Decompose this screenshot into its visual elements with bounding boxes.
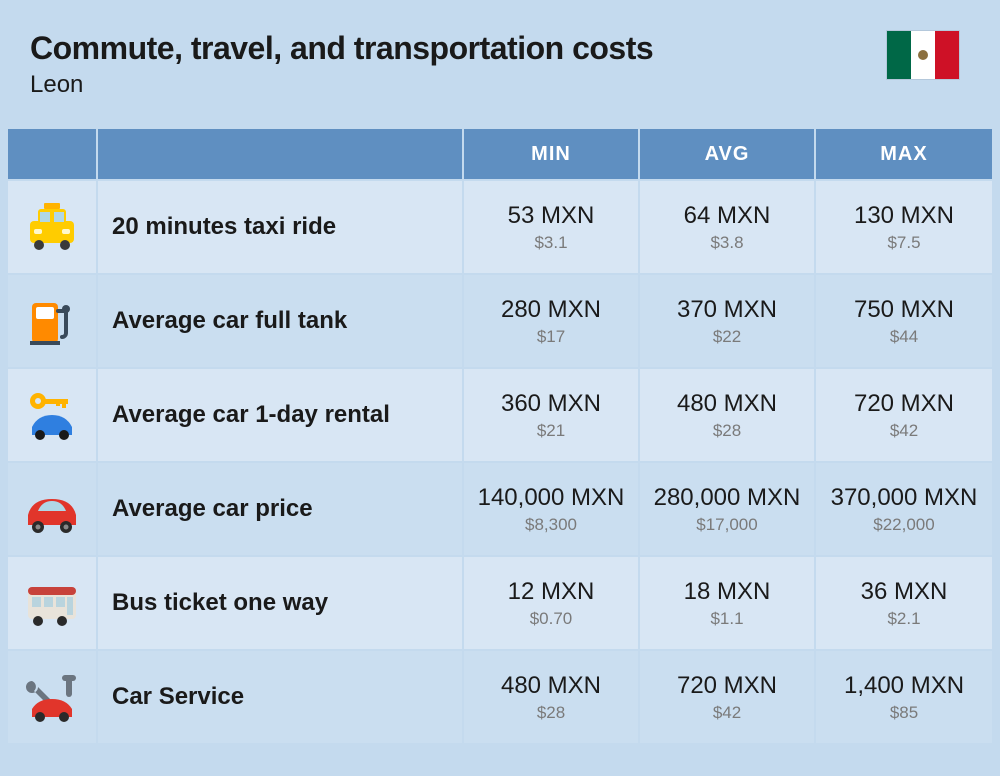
min-mxn: 280 MXN: [501, 294, 601, 325]
avg-mxn: 18 MXN: [684, 576, 771, 607]
cell-max: 370,000 MXN$22,000: [816, 463, 992, 555]
cell-avg: 18 MXN$1.1: [640, 557, 816, 649]
cell-min: 360 MXN$21: [464, 369, 640, 461]
min-mxn: 360 MXN: [501, 388, 601, 419]
max-mxn: 36 MXN: [861, 576, 948, 607]
cell-max: 720 MXN$42: [816, 369, 992, 461]
avg-usd: $3.8: [710, 232, 743, 254]
cell-max: 36 MXN$2.1: [816, 557, 992, 649]
min-mxn: 12 MXN: [508, 576, 595, 607]
min-mxn: 480 MXN: [501, 670, 601, 701]
fuel-pump-icon: [22, 291, 82, 351]
cell-max: 750 MXN$44: [816, 275, 992, 367]
table-header: MIN AVG MAX: [8, 129, 992, 179]
max-mxn: 1,400 MXN: [844, 670, 964, 701]
cell-label: Bus ticket one way: [98, 557, 464, 649]
cell-icon: [8, 181, 98, 273]
mexico-flag-icon: [886, 30, 960, 80]
cell-label: 20 minutes taxi ride: [98, 181, 464, 273]
avg-mxn: 370 MXN: [677, 294, 777, 325]
header: Commute, travel, and transportation cost…: [0, 0, 1000, 119]
bus-icon: [22, 573, 82, 633]
table-row: Bus ticket one way12 MXN$0.7018 MXN$1.13…: [8, 555, 992, 649]
th-label: [98, 129, 464, 179]
taxi-icon: [22, 197, 82, 257]
min-usd: $17: [537, 326, 565, 348]
table-row: Average car price140,000 MXN$8,300280,00…: [8, 461, 992, 555]
cell-icon: [8, 369, 98, 461]
max-usd: $42: [890, 420, 918, 442]
cell-label: Average car 1-day rental: [98, 369, 464, 461]
cell-min: 280 MXN$17: [464, 275, 640, 367]
cell-max: 1,400 MXN$85: [816, 651, 992, 743]
cell-label: Average car full tank: [98, 275, 464, 367]
cell-avg: 370 MXN$22: [640, 275, 816, 367]
max-mxn: 370,000 MXN: [831, 482, 978, 513]
table-row: 20 minutes taxi ride53 MXN$3.164 MXN$3.8…: [8, 179, 992, 273]
cell-avg: 480 MXN$28: [640, 369, 816, 461]
th-icon: [8, 129, 98, 179]
avg-mxn: 280,000 MXN: [654, 482, 801, 513]
cell-icon: [8, 463, 98, 555]
table-body: 20 minutes taxi ride53 MXN$3.164 MXN$3.8…: [8, 179, 992, 743]
th-avg: AVG: [640, 129, 816, 179]
page-subtitle: Leon: [30, 71, 653, 99]
table-row: Car Service480 MXN$28720 MXN$421,400 MXN…: [8, 649, 992, 743]
min-usd: $3.1: [534, 232, 567, 254]
page-title: Commute, travel, and transportation cost…: [30, 30, 653, 67]
min-usd: $28: [537, 702, 565, 724]
car-key-icon: [22, 385, 82, 445]
cell-min: 140,000 MXN$8,300: [464, 463, 640, 555]
min-usd: $21: [537, 420, 565, 442]
avg-usd: $42: [713, 702, 741, 724]
avg-mxn: 480 MXN: [677, 388, 777, 419]
cell-avg: 720 MXN$42: [640, 651, 816, 743]
min-usd: $0.70: [530, 608, 573, 630]
car-service-icon: [22, 667, 82, 727]
max-mxn: 750 MXN: [854, 294, 954, 325]
avg-usd: $28: [713, 420, 741, 442]
costs-table: MIN AVG MAX 20 minutes taxi ride53 MXN$3…: [8, 129, 992, 743]
avg-usd: $22: [713, 326, 741, 348]
min-usd: $8,300: [525, 514, 577, 536]
cell-icon: [8, 557, 98, 649]
cell-icon: [8, 275, 98, 367]
cell-min: 12 MXN$0.70: [464, 557, 640, 649]
cell-avg: 64 MXN$3.8: [640, 181, 816, 273]
max-usd: $2.1: [887, 608, 920, 630]
max-usd: $44: [890, 326, 918, 348]
min-mxn: 140,000 MXN: [478, 482, 625, 513]
cell-label: Average car price: [98, 463, 464, 555]
car-icon: [22, 479, 82, 539]
max-usd: $7.5: [887, 232, 920, 254]
max-mxn: 130 MXN: [854, 200, 954, 231]
avg-mxn: 64 MXN: [684, 200, 771, 231]
cell-label: Car Service: [98, 651, 464, 743]
min-mxn: 53 MXN: [508, 200, 595, 231]
cell-avg: 280,000 MXN$17,000: [640, 463, 816, 555]
cell-icon: [8, 651, 98, 743]
cell-max: 130 MXN$7.5: [816, 181, 992, 273]
th-min: MIN: [464, 129, 640, 179]
max-usd: $85: [890, 702, 918, 724]
table-row: Average car full tank280 MXN$17370 MXN$2…: [8, 273, 992, 367]
th-max: MAX: [816, 129, 992, 179]
cell-min: 480 MXN$28: [464, 651, 640, 743]
avg-usd: $17,000: [696, 514, 757, 536]
cell-min: 53 MXN$3.1: [464, 181, 640, 273]
avg-usd: $1.1: [710, 608, 743, 630]
max-mxn: 720 MXN: [854, 388, 954, 419]
max-usd: $22,000: [873, 514, 934, 536]
table-row: Average car 1-day rental360 MXN$21480 MX…: [8, 367, 992, 461]
avg-mxn: 720 MXN: [677, 670, 777, 701]
title-block: Commute, travel, and transportation cost…: [30, 30, 653, 99]
